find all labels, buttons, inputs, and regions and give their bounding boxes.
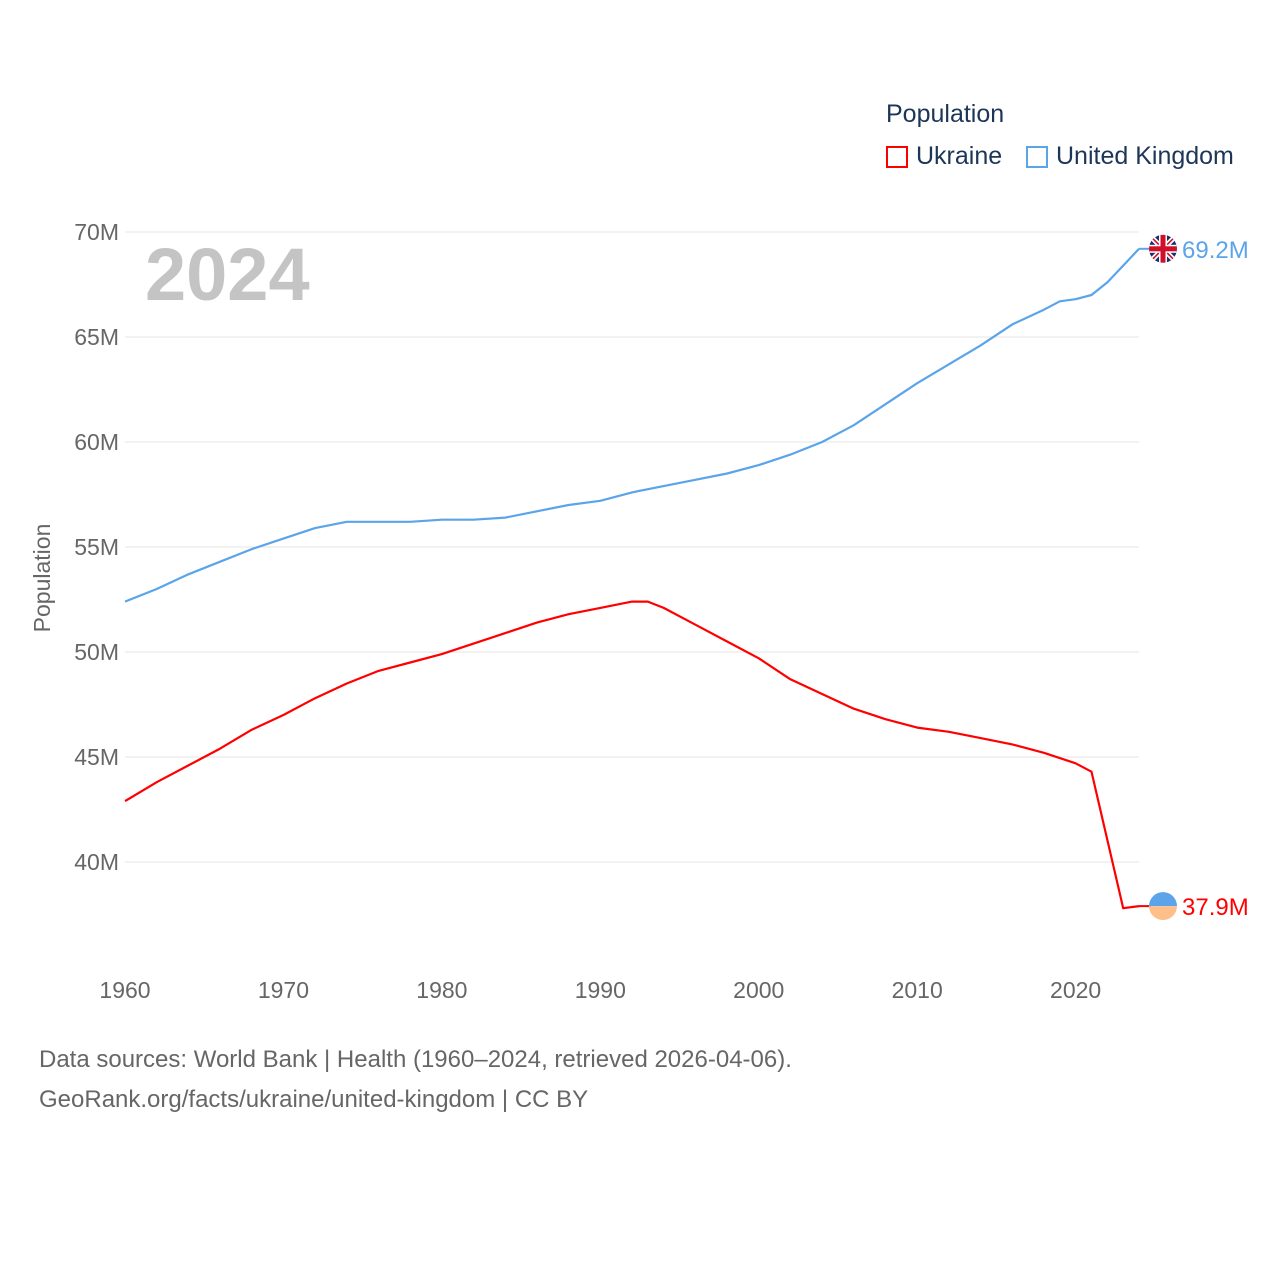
- legend-item-ukraine[interactable]: Ukraine: [886, 142, 1002, 171]
- x-tick-label: 1970: [258, 977, 309, 1003]
- y-tick-label: 40M: [74, 849, 119, 875]
- legend-label: Ukraine: [916, 142, 1003, 170]
- year-label: 2024: [145, 233, 310, 316]
- x-tick-label: 2010: [892, 977, 943, 1003]
- y-tick-label: 50M: [74, 639, 119, 665]
- y-tick-label: 65M: [74, 324, 119, 350]
- series-line-ukraine: [124, 600, 1140, 910]
- x-tick-label: 2000: [733, 977, 784, 1003]
- y-tick-label: 45M: [74, 744, 119, 770]
- source-note: Data sources: World Bank | Health (1960–…: [39, 1046, 792, 1073]
- ukraine-flag-icon: [1149, 892, 1178, 907]
- legend-label: United Kingdom: [1056, 142, 1234, 170]
- legend-swatch-ukraine: [886, 145, 908, 168]
- source-link[interactable]: GeoRank.org/facts/ukraine/united-kingdom…: [39, 1086, 589, 1113]
- x-tick-label: 2020: [1050, 977, 1101, 1003]
- uk-flag-icon: [1149, 234, 1177, 263]
- y-tick-label: 55M: [74, 534, 119, 560]
- legend-title: Population: [886, 100, 1005, 128]
- y-tick-label: 70M: [74, 219, 119, 245]
- series-line-united-kingdom: [124, 248, 1140, 603]
- legend-item-united-kingdom[interactable]: United Kingdom: [1026, 142, 1234, 171]
- y-axis-title: Population: [29, 524, 55, 633]
- ukraine-flag-icon: [1149, 906, 1178, 921]
- end-value-label: 37.9M: [1182, 894, 1249, 921]
- x-tick-label: 1990: [575, 977, 626, 1003]
- y-tick-label: 60M: [74, 429, 119, 455]
- x-tick-label: 1960: [99, 977, 150, 1003]
- legend-swatch-united-kingdom: [1026, 145, 1048, 168]
- x-tick-label: 1980: [416, 977, 467, 1003]
- end-value-label: 69.2M: [1182, 237, 1249, 264]
